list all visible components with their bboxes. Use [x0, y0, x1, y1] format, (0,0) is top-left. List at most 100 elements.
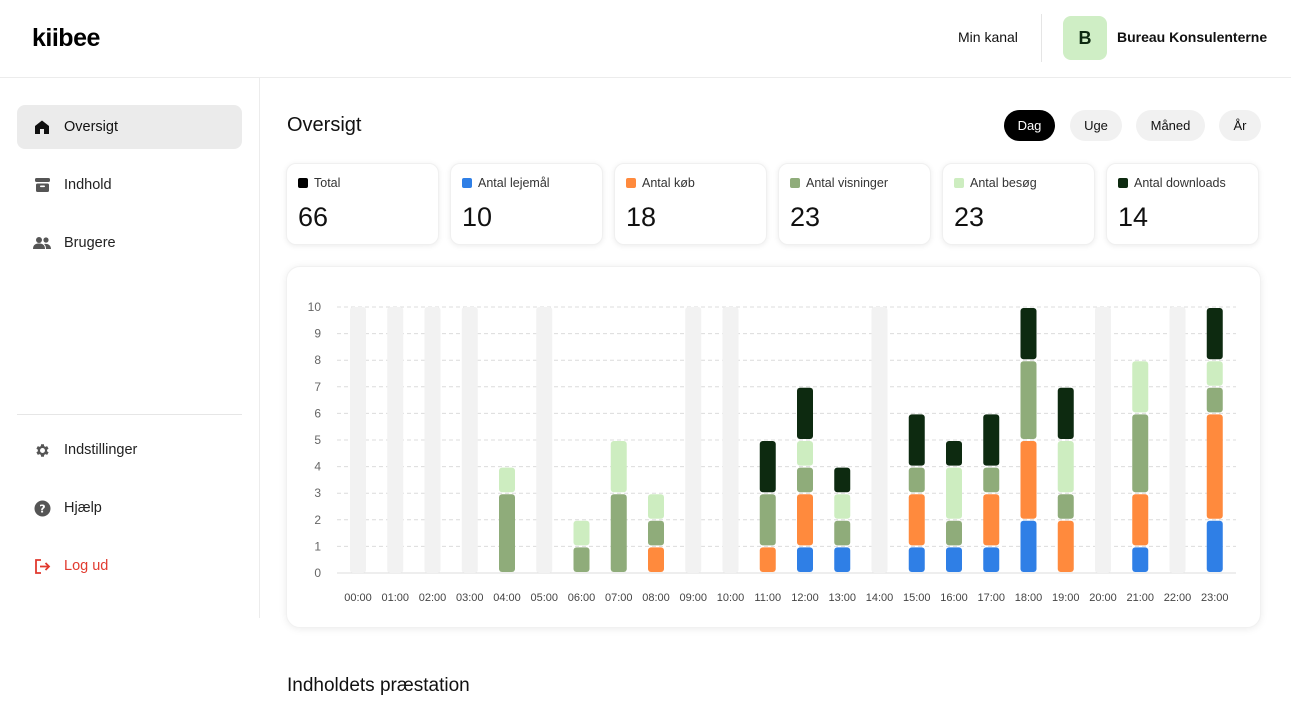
bar-segment[interactable] [946, 467, 962, 519]
bar-segment[interactable] [983, 494, 1000, 546]
bar-segment[interactable] [983, 467, 1000, 493]
empty-bar [424, 307, 441, 573]
y-tick-label: 0 [314, 566, 321, 580]
top-bar: kiibee Min kanal B Bureau Konsulenterne [0, 0, 1291, 78]
stat-value: 23 [790, 202, 821, 232]
bar-segment[interactable] [797, 467, 813, 493]
bar-segment[interactable] [797, 387, 813, 439]
x-tick-label: 10:00 [717, 592, 745, 604]
bar-segment[interactable] [946, 547, 962, 572]
bar-segment[interactable] [1132, 361, 1149, 413]
help-icon: ? [33, 499, 51, 517]
my-channel-link[interactable]: Min kanal [958, 29, 1018, 45]
bar-segment[interactable] [1057, 441, 1074, 493]
bar-segment[interactable] [797, 441, 813, 466]
period-month-button[interactable]: Måned [1136, 110, 1205, 141]
sidebar-item-indstillinger[interactable]: Indstillinger [17, 428, 242, 472]
sidebar-item-log-ud[interactable]: Log ud [17, 544, 242, 588]
bar-segment[interactable] [908, 414, 925, 466]
x-tick-label: 08:00 [642, 592, 670, 604]
avatar[interactable]: B [1063, 16, 1107, 60]
sidebar-item-oversigt[interactable]: Oversigt [17, 105, 242, 149]
stat-label: Antal downloads [1118, 176, 1226, 190]
stat-label-text: Antal downloads [1134, 176, 1226, 190]
x-tick-label: 23:00 [1201, 592, 1229, 604]
organization-name[interactable]: Bureau Konsulenterne [1117, 29, 1268, 45]
y-tick-label: 1 [314, 539, 321, 553]
bar-segment[interactable] [1057, 387, 1074, 439]
x-tick-label: 04:00 [493, 592, 521, 604]
empty-bar [871, 307, 888, 573]
sidebar-item-label: Hjælp [64, 500, 102, 516]
bar-segment[interactable] [1057, 494, 1074, 519]
x-tick-label: 01:00 [381, 592, 409, 604]
bar-segment[interactable] [908, 467, 925, 493]
bar-segment[interactable] [983, 547, 1000, 572]
bar-segment[interactable] [573, 520, 590, 546]
sidebar-item-hjaelp[interactable]: ? Hjælp [17, 486, 242, 530]
bar-segment[interactable] [1132, 494, 1149, 546]
bar-segment[interactable] [610, 441, 627, 493]
bar-segment[interactable] [1132, 547, 1149, 572]
bar-segment[interactable] [946, 441, 962, 466]
bar-segment[interactable] [1206, 308, 1223, 360]
bar-segment[interactable] [1020, 361, 1037, 439]
empty-bar [461, 307, 478, 573]
bar-segment[interactable] [648, 520, 664, 546]
bar-segment[interactable] [648, 547, 664, 572]
bar-segment[interactable] [1206, 361, 1223, 386]
sidebar-item-label: Indstillinger [64, 442, 138, 458]
stat-label-text: Antal køb [642, 176, 695, 190]
empty-bar [536, 307, 553, 573]
y-tick-label: 2 [314, 513, 321, 527]
header-divider [1041, 14, 1042, 62]
bar-segment[interactable] [573, 547, 590, 572]
bar-segment[interactable] [1206, 520, 1223, 572]
bar-segment[interactable] [834, 520, 851, 546]
bar-segment[interactable] [983, 414, 1000, 466]
period-week-button[interactable]: Uge [1070, 110, 1122, 141]
stat-card-downloads: Antal downloads 14 [1106, 163, 1259, 245]
bar-segment[interactable] [797, 494, 813, 546]
x-tick-label: 06:00 [568, 592, 596, 604]
bar-segment[interactable] [1206, 387, 1223, 413]
bar-segment[interactable] [1020, 520, 1037, 572]
bar-segment[interactable] [759, 547, 776, 572]
bar-segment[interactable] [908, 547, 925, 572]
bar-segment[interactable] [834, 547, 851, 572]
x-tick-label: 07:00 [605, 592, 633, 604]
stat-card-besog: Antal besøg 23 [942, 163, 1095, 245]
bar-segment[interactable] [946, 520, 962, 546]
bar-segment[interactable] [1057, 520, 1074, 572]
period-day-button[interactable]: Dag [1004, 110, 1055, 141]
bar-segment[interactable] [1132, 414, 1149, 493]
bar-segment[interactable] [610, 494, 627, 572]
sidebar-item-indhold[interactable]: Indhold [17, 163, 242, 207]
period-year-button[interactable]: År [1219, 110, 1261, 141]
empty-bar [722, 307, 739, 573]
bar-segment[interactable] [834, 494, 851, 519]
bar-segment[interactable] [834, 467, 851, 493]
page-title: Oversigt [287, 114, 362, 136]
stat-card-visninger: Antal visninger 23 [778, 163, 931, 245]
legend-swatch [954, 178, 964, 188]
bar-segment[interactable] [648, 494, 664, 519]
x-tick-label: 00:00 [344, 592, 372, 604]
bar-segment[interactable] [797, 547, 813, 572]
bar-segment[interactable] [1206, 414, 1223, 519]
stat-label: Antal besøg [954, 176, 1037, 190]
bar-segment[interactable] [499, 467, 515, 493]
bar-segment[interactable] [759, 441, 776, 493]
bar-segment[interactable] [759, 494, 776, 546]
bar-segment[interactable] [1020, 441, 1037, 519]
legend-swatch [298, 178, 308, 188]
bar-segment[interactable] [499, 494, 515, 572]
bar-segment[interactable] [908, 494, 925, 546]
sidebar-item-brugere[interactable]: Brugere [17, 221, 242, 265]
legend-swatch [626, 178, 636, 188]
logo[interactable]: kiibee [32, 24, 100, 52]
stat-value: 18 [626, 202, 657, 232]
bar-segment[interactable] [1020, 308, 1037, 360]
y-tick-label: 4 [314, 460, 321, 474]
